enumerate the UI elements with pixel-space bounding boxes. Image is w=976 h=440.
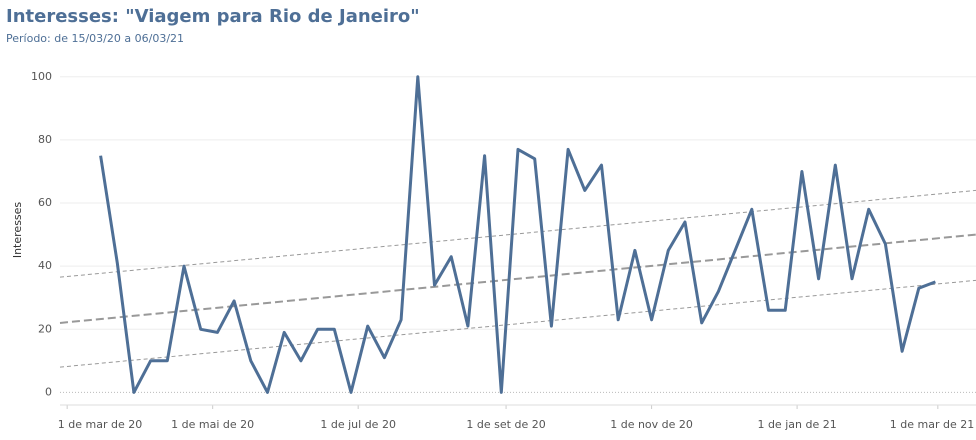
x-tick-label: 1 de mar de 20 xyxy=(58,418,142,431)
y-tick-label: 60 xyxy=(38,196,52,209)
y-tick-label: 20 xyxy=(38,322,52,335)
trend-line xyxy=(59,279,976,368)
chart-title: Interesses: "Viagem para Rio de Janeiro" xyxy=(6,6,420,27)
y-tick-label: 0 xyxy=(45,385,52,398)
trend-line xyxy=(59,189,976,278)
x-tick-label: 1 de set de 20 xyxy=(466,418,545,431)
x-tick-label: 1 de jul de 20 xyxy=(320,418,396,431)
trend-line xyxy=(59,233,976,324)
x-tick-label: 1 de mar de 21 xyxy=(890,418,974,431)
chart-subtitle: Período: de 15/03/20 a 06/03/21 xyxy=(6,32,184,45)
x-tick-label: 1 de mai de 20 xyxy=(171,418,254,431)
x-tick-label: 1 de jan de 21 xyxy=(757,418,836,431)
y-tick-label: 100 xyxy=(31,70,52,83)
x-tick-label: 1 de nov de 20 xyxy=(610,418,693,431)
y-axis-label: Interesses xyxy=(11,202,24,259)
y-tick-label: 80 xyxy=(38,133,52,146)
data-line xyxy=(99,75,936,394)
y-tick-label: 40 xyxy=(38,259,52,272)
